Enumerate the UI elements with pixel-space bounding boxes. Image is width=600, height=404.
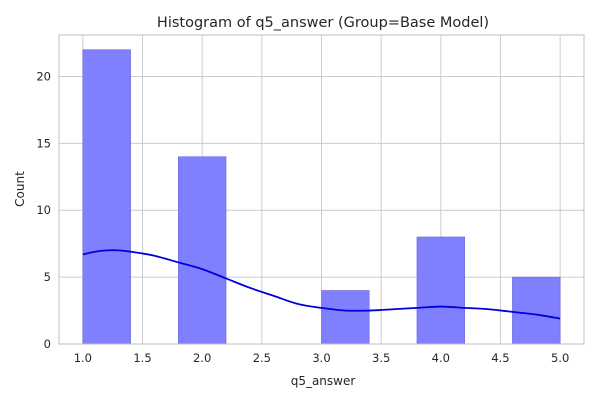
histogram-bar <box>321 290 370 345</box>
x-tick-label: 5.0 <box>551 351 569 365</box>
x-axis-label: q5_answer <box>291 374 356 388</box>
x-tick-label: 1.5 <box>133 351 151 365</box>
kde-curve <box>82 249 561 320</box>
x-tick-label: 1.0 <box>74 351 92 365</box>
chart-title: Histogram of q5_answer (Group=Base Model… <box>157 15 489 31</box>
x-tick-label: 2.0 <box>193 351 211 365</box>
x-tick-label: 2.5 <box>253 351 271 365</box>
y-axis-label: Count <box>13 171 27 207</box>
x-tick-label: 3.5 <box>372 351 390 365</box>
x-tick-label: 4.0 <box>432 351 450 365</box>
y-tick-label: 20 <box>36 69 51 83</box>
axes-frame <box>58 34 585 345</box>
plot-frame <box>58 34 585 345</box>
x-tick-label: 4.5 <box>491 351 509 365</box>
x-tick-label: 3.0 <box>312 351 330 365</box>
histogram-bar <box>512 276 561 345</box>
y-tick-label: 0 <box>44 337 51 351</box>
tick-labels: 1.0 1.5 2.0 2.5 3.0 3.5 4.0 4.5 5.0 0 5 10 15 20 <box>36 69 569 365</box>
y-tick-label: 15 <box>36 136 51 150</box>
kde-line <box>82 249 561 320</box>
histogram-bar <box>178 156 227 345</box>
bars <box>82 49 561 345</box>
y-tick-label: 5 <box>44 270 51 284</box>
histogram-bar <box>416 236 465 345</box>
histogram-bar <box>82 49 131 345</box>
y-tick-label: 10 <box>36 203 51 217</box>
